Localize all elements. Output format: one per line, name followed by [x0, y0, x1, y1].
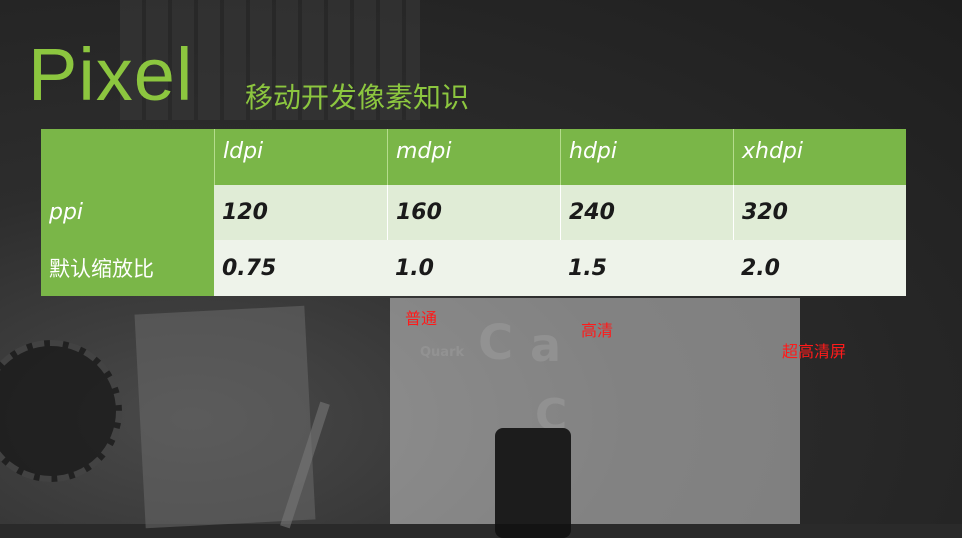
- annotation-ultra: 超高清屏: [782, 342, 847, 361]
- annotation-normal: 普通: [405, 309, 438, 328]
- table-corner: [41, 129, 214, 185]
- row-header-ppi: ppi: [41, 185, 214, 240]
- table-cell: 240: [560, 185, 733, 240]
- table-cell: 0.75: [214, 240, 387, 296]
- col-header-xhdpi: xhdpi: [733, 129, 906, 185]
- col-header-ldpi: ldpi: [214, 129, 387, 185]
- table-cell: 2.0: [733, 240, 906, 296]
- notebook-image: [134, 305, 316, 529]
- keyboard-image: [120, 0, 420, 120]
- table-cell: 160: [387, 185, 560, 240]
- bg-logo-quark: Quark: [420, 345, 465, 360]
- table-cell: 1.5: [560, 240, 733, 296]
- col-header-mdpi: mdpi: [387, 129, 560, 185]
- bg-logo-a: a: [530, 318, 562, 372]
- phone-image: [495, 428, 571, 538]
- dpi-table: ldpi mdpi hdpi xhdpi ppi 120 160 240 320…: [41, 129, 906, 296]
- decorative-plate: [0, 340, 122, 482]
- slide-subtitle: 移动开发像素知识: [245, 81, 470, 114]
- table-cell: 1.0: [387, 240, 560, 296]
- table-cell: 320: [733, 185, 906, 240]
- row-header-scale: 默认缩放比: [41, 240, 214, 296]
- bg-logo-c: C: [478, 315, 514, 371]
- slide-title: Pixel: [28, 33, 194, 116]
- col-header-hdpi: hdpi: [560, 129, 733, 185]
- logo-sheet-image: [390, 298, 800, 524]
- table-cell: 120: [214, 185, 387, 240]
- annotation-high: 高清: [581, 321, 614, 340]
